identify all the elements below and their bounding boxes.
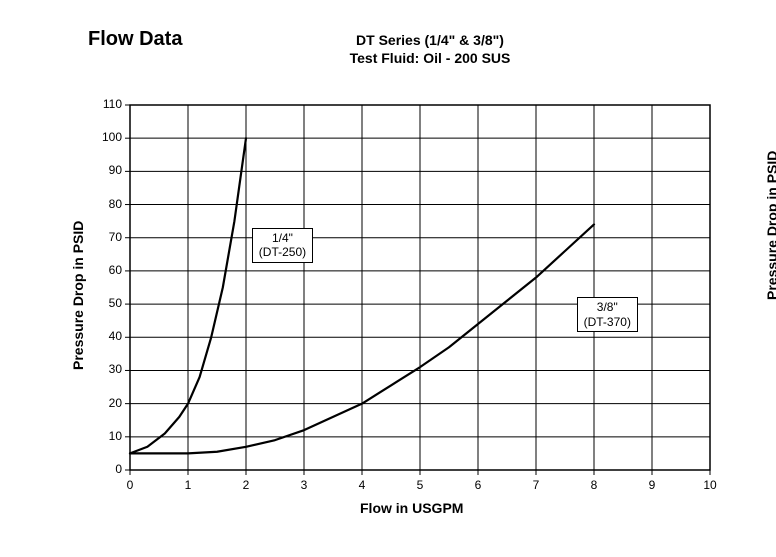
series-label-DT-370: 3/8"(DT-370) — [577, 297, 638, 332]
y-tick-label: 20 — [90, 396, 122, 410]
x-tick-label: 1 — [178, 478, 198, 492]
y-tick-label: 80 — [90, 197, 122, 211]
y-tick-label: 90 — [90, 163, 122, 177]
x-tick-label: 3 — [294, 478, 314, 492]
x-tick-label: 6 — [468, 478, 488, 492]
y-tick-label: 50 — [90, 296, 122, 310]
y-tick-label: 70 — [90, 230, 122, 244]
x-tick-label: 8 — [584, 478, 604, 492]
y-tick-label: 100 — [90, 130, 122, 144]
x-tick-label: 5 — [410, 478, 430, 492]
y-tick-label: 110 — [90, 97, 122, 111]
series-label-line1: 3/8" — [584, 300, 631, 314]
y-tick-label: 60 — [90, 263, 122, 277]
x-tick-label: 4 — [352, 478, 372, 492]
x-tick-label: 0 — [120, 478, 140, 492]
series-label-line2: (DT-250) — [259, 245, 306, 259]
x-tick-label: 9 — [642, 478, 662, 492]
y-tick-label: 0 — [90, 462, 122, 476]
series-label-line2: (DT-370) — [584, 315, 631, 329]
series-label-DT-250: 1/4"(DT-250) — [252, 228, 313, 263]
y-tick-label: 30 — [90, 362, 122, 376]
page-root: Flow Data DT Series (1/4" & 3/8") Test F… — [0, 0, 776, 557]
series-label-line1: 1/4" — [259, 231, 306, 245]
x-tick-label: 10 — [700, 478, 720, 492]
x-tick-label: 7 — [526, 478, 546, 492]
x-tick-label: 2 — [236, 478, 256, 492]
y-tick-label: 40 — [90, 329, 122, 343]
y-tick-label: 10 — [90, 429, 122, 443]
